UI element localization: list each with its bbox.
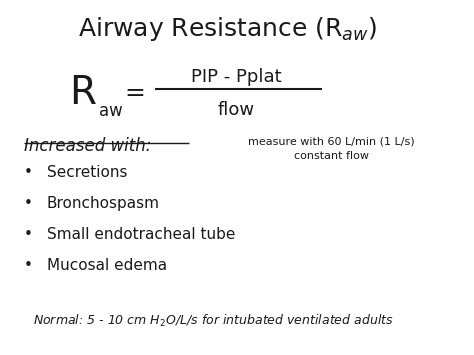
Text: Airway Resistance (R$_{aw}$): Airway Resistance (R$_{aw}$) [78, 16, 377, 43]
Text: PIP - Pplat: PIP - Pplat [191, 68, 282, 86]
Text: •: • [24, 227, 33, 242]
Text: aw: aw [99, 102, 122, 120]
Text: flow: flow [218, 101, 255, 119]
Text: Increased with:: Increased with: [24, 137, 151, 155]
Text: Small endotracheal tube: Small endotracheal tube [46, 227, 235, 242]
Text: •: • [24, 196, 33, 211]
Text: measure with 60 L/min (1 L/s)
constant flow: measure with 60 L/min (1 L/s) constant f… [248, 137, 415, 161]
Text: •: • [24, 258, 33, 273]
Text: Secretions: Secretions [46, 165, 127, 180]
Text: R: R [69, 74, 96, 112]
Text: •: • [24, 165, 33, 180]
Text: Mucosal edema: Mucosal edema [46, 258, 167, 273]
Text: Bronchospasm: Bronchospasm [46, 196, 160, 211]
Text: =: = [124, 81, 145, 105]
Text: Normal: 5 - 10 cm H$_2$O/L/s for intubated ventilated adults: Normal: 5 - 10 cm H$_2$O/L/s for intubat… [33, 313, 394, 329]
